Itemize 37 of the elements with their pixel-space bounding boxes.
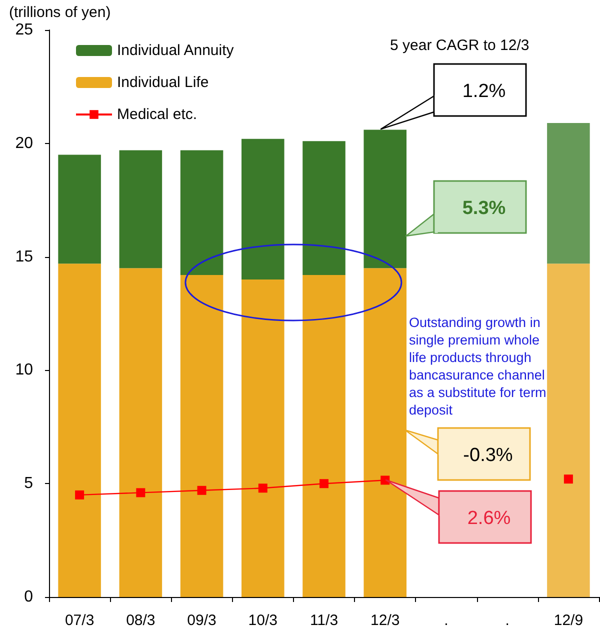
annotation: 2.6%	[467, 508, 511, 529]
bar	[547, 264, 590, 597]
annotation: 5.3%	[462, 198, 506, 219]
annotation: -0.3%	[463, 445, 513, 466]
bar	[58, 264, 101, 597]
y-tick-label: 0	[24, 588, 34, 606]
legend-label: Medical etc.	[117, 106, 198, 123]
y-tick-label: 25	[15, 22, 34, 38]
x-tick-label: .	[444, 612, 448, 629]
x-tick-label: 10/3	[248, 612, 278, 629]
annotation: Outstanding growth in single premium whole life products through bancasurance channel as a substitute for term deposit	[409, 315, 546, 418]
x-tick-label: .	[505, 612, 510, 629]
bar	[58, 154, 101, 264]
y-tick-label: 15	[15, 248, 34, 266]
annotation: 1.2%	[462, 81, 506, 102]
bar	[242, 138, 284, 280]
x-tick-label: 07/3	[64, 612, 94, 629]
bar	[119, 150, 162, 268]
y-tick-label: 5	[24, 475, 34, 492]
x-tick-label: 12/3	[370, 612, 400, 629]
x-tick-label: 12/9	[554, 612, 584, 629]
annotation: 5 year CAGR to 12/3	[390, 37, 530, 54]
y-axis-title: (trillions of yen)	[9, 4, 111, 21]
y-tick-label: 20	[15, 134, 34, 152]
legend-label: Individual Annuity	[117, 42, 234, 59]
bar	[302, 274, 346, 597]
x-tick-label: 11/3	[310, 612, 338, 629]
bar	[180, 150, 224, 275]
x-tick-label: 09/3	[187, 612, 216, 629]
bar	[302, 141, 346, 275]
bar	[180, 274, 224, 597]
y-tick-label: 10	[15, 362, 34, 379]
bar	[547, 122, 590, 264]
bar	[119, 268, 162, 597]
x-tick-label: 08/3	[126, 612, 156, 629]
bar	[242, 279, 284, 597]
legend-label: Individual Life	[117, 74, 209, 91]
